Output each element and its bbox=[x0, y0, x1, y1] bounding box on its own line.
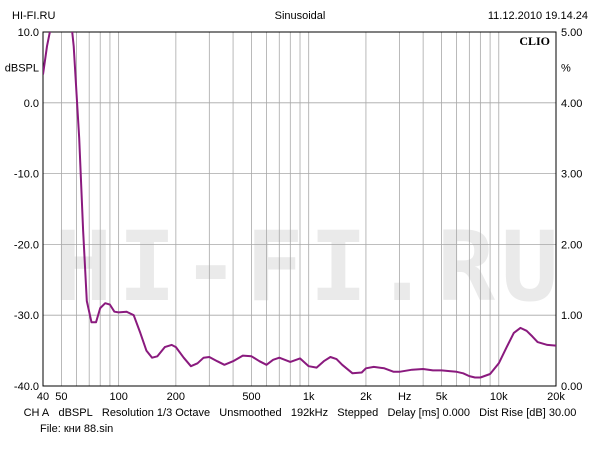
header-datetime: 11.12.2010 19.14.24 bbox=[487, 10, 588, 22]
y-axis-unit: dBSPL bbox=[5, 62, 39, 74]
y2-tick-label: 0.00 bbox=[561, 381, 582, 393]
unit-label: dBSPL bbox=[58, 407, 93, 419]
y-tick-label: -30.0 bbox=[14, 310, 39, 322]
x-tick-label: 5k bbox=[436, 391, 448, 403]
x-tick-label: 20k bbox=[547, 391, 565, 403]
y-tick-label: -10.0 bbox=[14, 169, 39, 181]
y2-tick-label: 4.00 bbox=[561, 98, 582, 110]
x-axis-unit: Hz bbox=[398, 391, 411, 403]
x-tick-label: 1k bbox=[303, 391, 315, 403]
x-tick-label: 500 bbox=[242, 391, 260, 403]
y2-tick-label: 5.00 bbox=[561, 27, 582, 39]
plot-frame bbox=[42, 31, 557, 387]
x-tick-label: 10k bbox=[490, 391, 508, 403]
x-tick-label: 2k bbox=[360, 391, 372, 403]
channel-label: CH A bbox=[23, 407, 50, 419]
y-tick-label: 10.0 bbox=[18, 27, 39, 39]
x-tick-label: 40 bbox=[37, 391, 49, 403]
dist-rise-label: Dist Rise [dB] 30.00 bbox=[479, 407, 577, 419]
delay-label: Delay [ms] 0.000 bbox=[387, 407, 470, 419]
file-label: File: кни 88.sin bbox=[40, 423, 114, 435]
y-tick-label: 0.0 bbox=[24, 98, 39, 110]
y2-tick-label: 1.00 bbox=[561, 310, 582, 322]
resolution-label: Resolution 1/3 Octave bbox=[101, 407, 211, 419]
x-tick-label: 200 bbox=[167, 391, 185, 403]
y-tick-label: -40.0 bbox=[14, 381, 39, 393]
x-tick-label: 50 bbox=[55, 391, 67, 403]
measurement-settings: CH A dBSPL Resolution 1/3 Octave Unsmoot… bbox=[0, 407, 600, 419]
response-curve bbox=[43, 32, 556, 379]
mode-label: Stepped bbox=[337, 407, 379, 419]
y2-tick-label: 3.00 bbox=[561, 169, 582, 181]
header-site-label: HI-FI.RU bbox=[12, 10, 56, 22]
x-tick-label: 100 bbox=[109, 391, 127, 403]
sample-rate-label: 192kHz bbox=[290, 407, 329, 419]
y-tick-label: -20.0 bbox=[14, 239, 39, 251]
watermark-logo: HI-FI.RU bbox=[54, 211, 564, 323]
brand-logo: CLIO bbox=[519, 34, 550, 48]
smoothing-label: Unsmoothed bbox=[219, 407, 282, 419]
header-mode-label: Sinusoidal bbox=[274, 10, 326, 22]
y2-tick-label: 2.00 bbox=[561, 239, 582, 251]
y2-axis-unit: % bbox=[561, 62, 571, 74]
